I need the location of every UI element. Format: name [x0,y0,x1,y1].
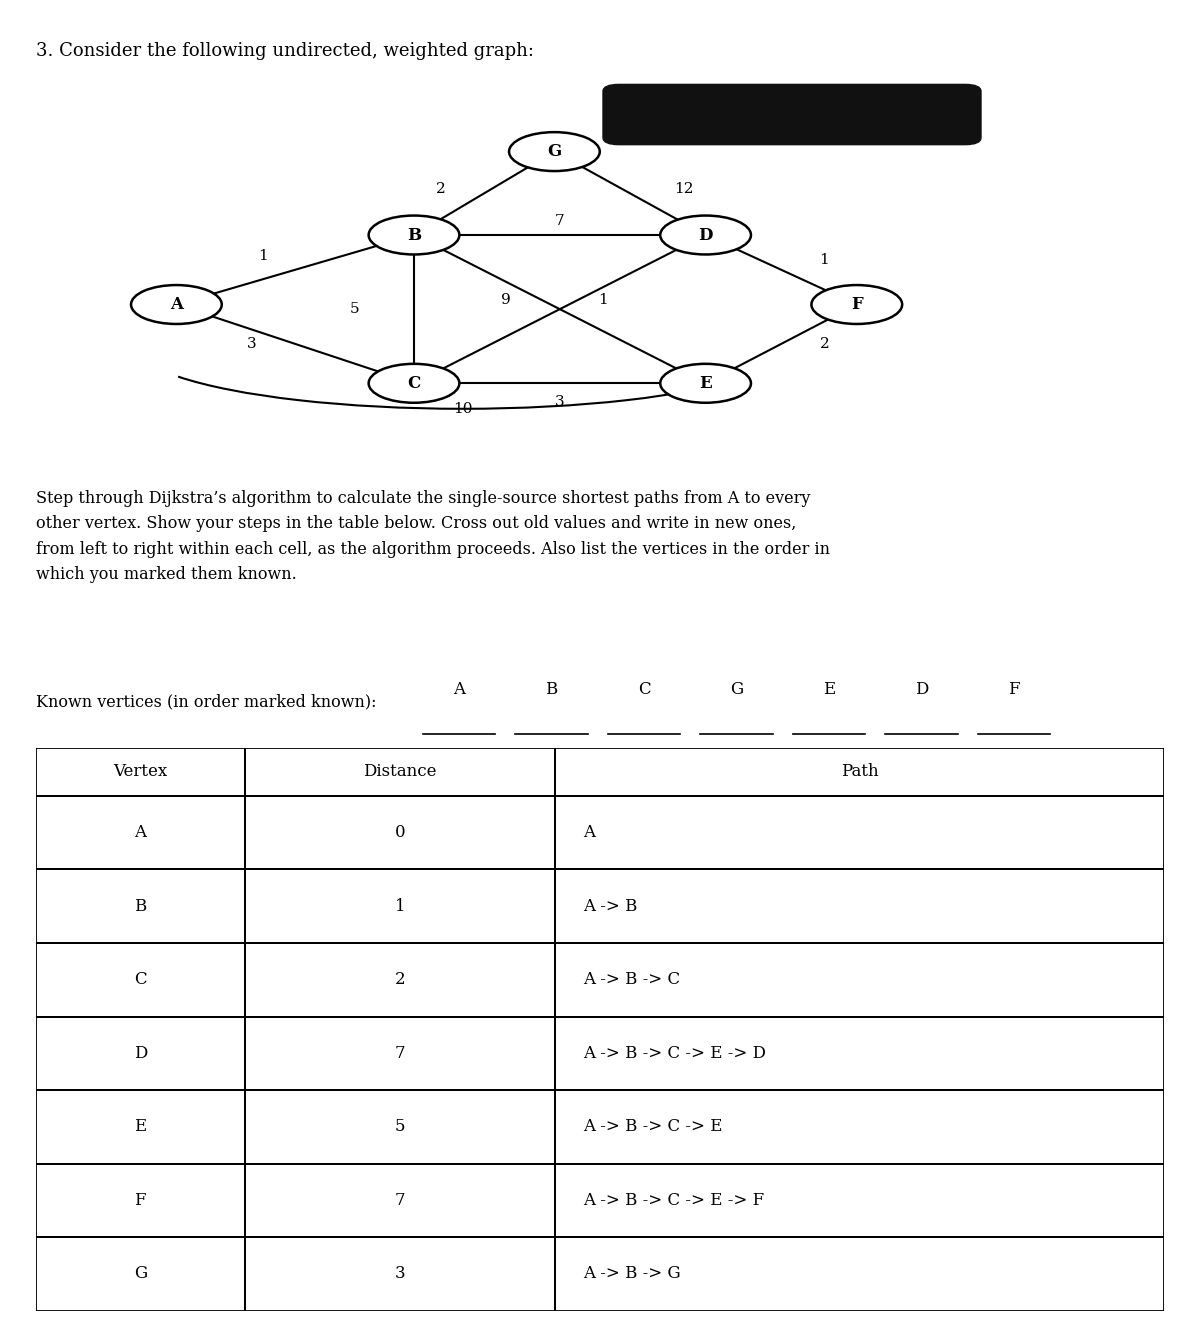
Text: D: D [133,1045,148,1062]
Text: E: E [823,681,835,698]
Bar [245,1164,554,1237]
Text: 12: 12 [674,181,694,196]
Text: G: G [547,143,562,160]
Bar [554,1017,1164,1090]
Bar [245,1090,554,1164]
Text: 2: 2 [820,336,829,351]
Text: A: A [170,297,182,312]
Bar [36,1164,245,1237]
Text: A -> B -> G: A -> B -> G [583,1266,680,1283]
Text: A: A [454,681,466,698]
Text: C: C [637,681,650,698]
Bar [245,748,554,796]
Bar [554,1237,1164,1311]
Text: 1: 1 [258,249,268,263]
Text: 3: 3 [554,395,565,409]
Bar [36,1090,245,1164]
Text: A -> B -> C -> E -> D: A -> B -> C -> E -> D [583,1045,766,1062]
Text: 3: 3 [395,1266,406,1283]
Text: A -> B -> C -> E: A -> B -> C -> E [583,1119,722,1136]
Circle shape [368,364,460,402]
Text: D: D [914,681,928,698]
Bar [245,870,554,943]
Bar [36,870,245,943]
Text: F: F [1008,681,1020,698]
Text: 2: 2 [436,181,446,196]
Bar [36,748,245,796]
Text: A: A [134,824,146,841]
Text: 7: 7 [395,1045,406,1062]
Text: G: G [730,681,743,698]
Text: Vertex: Vertex [113,764,168,780]
Text: B: B [545,681,558,698]
Text: A -> B -> C -> E -> F: A -> B -> C -> E -> F [583,1192,764,1209]
Bar [245,943,554,1017]
Text: 2: 2 [395,972,406,988]
Circle shape [811,285,902,324]
Text: A: A [583,824,595,841]
Circle shape [509,132,600,171]
Text: D: D [698,226,713,244]
Text: 3. Consider the following undirected, weighted graph:: 3. Consider the following undirected, we… [36,41,534,60]
Bar [554,796,1164,870]
Text: Path: Path [841,764,878,780]
Bar [554,1090,1164,1164]
Bar [36,1017,245,1090]
Text: 7: 7 [395,1192,406,1209]
Text: Step through Dijkstra’s algorithm to calculate the single-source shortest paths : Step through Dijkstra’s algorithm to cal… [36,490,830,584]
Bar [245,1017,554,1090]
Text: C: C [407,375,421,392]
Text: 10: 10 [452,401,473,416]
Text: C: C [134,972,146,988]
Text: B: B [134,898,146,915]
Text: A -> B -> C: A -> B -> C [583,972,680,988]
Text: E: E [134,1119,146,1136]
Text: 1: 1 [395,898,406,915]
Circle shape [660,216,751,254]
Bar [36,796,245,870]
Text: 1: 1 [820,253,829,267]
Text: Distance: Distance [364,764,437,780]
Text: A -> B: A -> B [583,898,637,915]
Text: 5: 5 [349,302,360,316]
Text: 1: 1 [598,293,608,307]
Bar [554,870,1164,943]
Text: 5: 5 [395,1119,406,1136]
Text: E: E [700,375,712,392]
FancyBboxPatch shape [604,85,982,144]
Text: B: B [407,226,421,244]
Bar [36,1237,245,1311]
Bar [554,1164,1164,1237]
Circle shape [660,364,751,402]
Bar [245,1237,554,1311]
Text: 9: 9 [500,293,511,307]
Bar [554,943,1164,1017]
Text: 7: 7 [554,214,565,228]
Text: Known vertices (in order marked known):: Known vertices (in order marked known): [36,692,377,710]
Text: 0: 0 [395,824,406,841]
Text: 3: 3 [247,336,257,351]
Text: F: F [851,297,863,312]
Text: G: G [133,1266,146,1283]
Bar [36,943,245,1017]
Text: F: F [134,1192,146,1209]
Bar [554,748,1164,796]
Bar [245,796,554,870]
Circle shape [131,285,222,324]
Circle shape [368,216,460,254]
